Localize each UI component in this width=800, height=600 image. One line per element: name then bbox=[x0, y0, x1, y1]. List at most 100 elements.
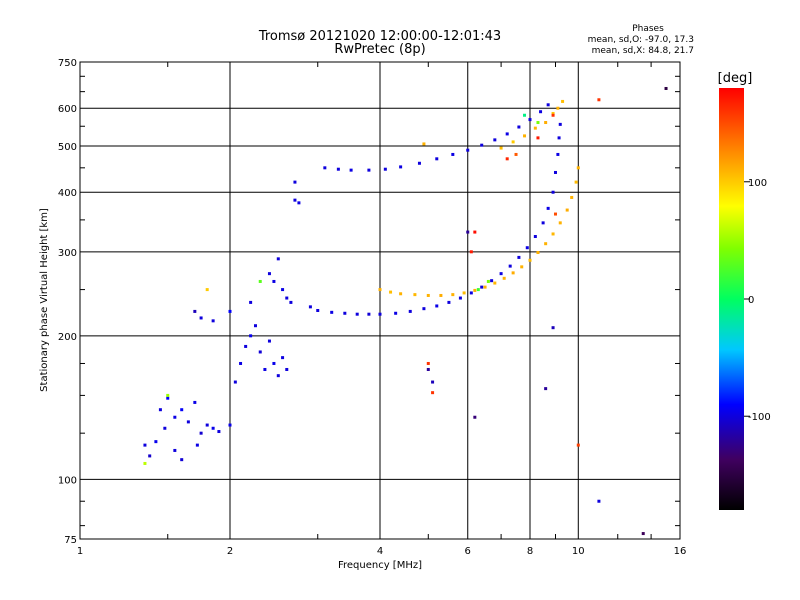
colorbar-tick-label: 100 bbox=[748, 178, 767, 189]
x-tick-label: 6 bbox=[465, 546, 471, 557]
data-point bbox=[458, 296, 462, 300]
data-point bbox=[199, 431, 203, 435]
data-point bbox=[399, 292, 403, 296]
data-point bbox=[490, 279, 494, 283]
data-point bbox=[597, 499, 601, 503]
data-point bbox=[528, 258, 532, 262]
data-point bbox=[272, 361, 276, 365]
data-point bbox=[480, 143, 484, 147]
data-point bbox=[499, 272, 503, 276]
x-tick-label: 16 bbox=[674, 546, 687, 557]
grid-lines bbox=[80, 62, 680, 539]
data-point bbox=[205, 288, 209, 292]
data-point bbox=[163, 426, 167, 430]
data-point bbox=[389, 290, 393, 294]
data-point bbox=[336, 167, 340, 171]
data-point bbox=[143, 461, 147, 465]
data-point bbox=[431, 391, 435, 395]
data-point bbox=[253, 324, 257, 328]
data-point bbox=[186, 420, 190, 424]
data-points bbox=[143, 86, 668, 536]
data-point bbox=[525, 246, 529, 250]
data-point bbox=[417, 161, 421, 165]
data-point bbox=[447, 300, 451, 304]
data-point bbox=[558, 122, 562, 126]
data-point bbox=[408, 309, 412, 313]
data-point bbox=[556, 152, 560, 156]
data-point bbox=[228, 423, 232, 427]
data-point bbox=[664, 86, 668, 90]
data-point bbox=[551, 113, 555, 117]
data-point bbox=[517, 125, 521, 129]
x-tick-label: 2 bbox=[227, 546, 233, 557]
data-point bbox=[551, 190, 555, 194]
data-point bbox=[173, 415, 177, 419]
data-point bbox=[473, 288, 477, 292]
y-tick-label: 500 bbox=[58, 142, 77, 153]
data-point bbox=[486, 279, 490, 283]
data-point bbox=[466, 230, 470, 234]
data-point bbox=[556, 106, 560, 110]
colorbar bbox=[719, 88, 744, 510]
data-point bbox=[533, 126, 537, 130]
data-point bbox=[205, 423, 209, 427]
x-tick-label: 4 bbox=[377, 546, 383, 557]
data-point bbox=[166, 393, 170, 397]
y-tick-label: 750 bbox=[58, 58, 77, 69]
data-point bbox=[349, 168, 353, 172]
data-point bbox=[520, 265, 524, 269]
data-point bbox=[553, 170, 557, 174]
data-point bbox=[289, 300, 293, 304]
data-point bbox=[378, 288, 382, 292]
x-tick-label: 10 bbox=[572, 546, 585, 557]
data-point bbox=[308, 305, 312, 309]
data-point bbox=[466, 148, 470, 152]
data-point bbox=[435, 304, 439, 308]
data-point bbox=[576, 443, 580, 447]
data-point bbox=[180, 408, 184, 412]
data-point bbox=[505, 157, 509, 161]
data-point bbox=[258, 279, 262, 283]
data-point bbox=[435, 157, 439, 161]
y-tick-label: 400 bbox=[58, 188, 77, 199]
data-point bbox=[267, 272, 271, 276]
data-point bbox=[173, 448, 177, 452]
data-point bbox=[473, 230, 477, 234]
data-point bbox=[367, 168, 371, 172]
data-point bbox=[431, 380, 435, 384]
data-point bbox=[536, 251, 540, 255]
data-point bbox=[493, 281, 497, 285]
data-point bbox=[523, 134, 527, 138]
data-point bbox=[399, 165, 403, 169]
data-point bbox=[514, 152, 518, 156]
data-point bbox=[597, 98, 601, 102]
data-point bbox=[426, 293, 430, 297]
y-tick-label: 200 bbox=[58, 332, 77, 343]
data-point bbox=[276, 257, 280, 261]
axis-ticks: 1 2 4 6 8 10 16 75 100 200 300 400 500 600 750 bbox=[58, 58, 686, 557]
data-point bbox=[258, 350, 262, 354]
data-point bbox=[502, 276, 506, 280]
data-point bbox=[462, 291, 466, 295]
data-point bbox=[233, 380, 237, 384]
data-point bbox=[293, 198, 297, 202]
data-point bbox=[367, 312, 371, 316]
data-point bbox=[276, 374, 280, 378]
data-point bbox=[426, 361, 430, 365]
stats-o-line: mean, sd,O: -97.0, 17.3 bbox=[588, 35, 694, 45]
data-point bbox=[561, 99, 565, 103]
data-point bbox=[211, 426, 215, 430]
data-point bbox=[143, 443, 147, 447]
data-point bbox=[480, 285, 484, 289]
data-point bbox=[551, 232, 555, 236]
data-point bbox=[505, 132, 509, 136]
data-point bbox=[539, 110, 543, 114]
data-point bbox=[523, 113, 527, 117]
y-tick-label: 300 bbox=[58, 248, 77, 259]
data-point bbox=[517, 255, 521, 259]
stats-x-line: mean, sd,X: 84.8, 21.7 bbox=[592, 46, 694, 56]
data-point bbox=[193, 309, 197, 313]
data-point bbox=[180, 458, 184, 462]
data-point bbox=[469, 250, 473, 254]
data-point bbox=[544, 242, 548, 246]
